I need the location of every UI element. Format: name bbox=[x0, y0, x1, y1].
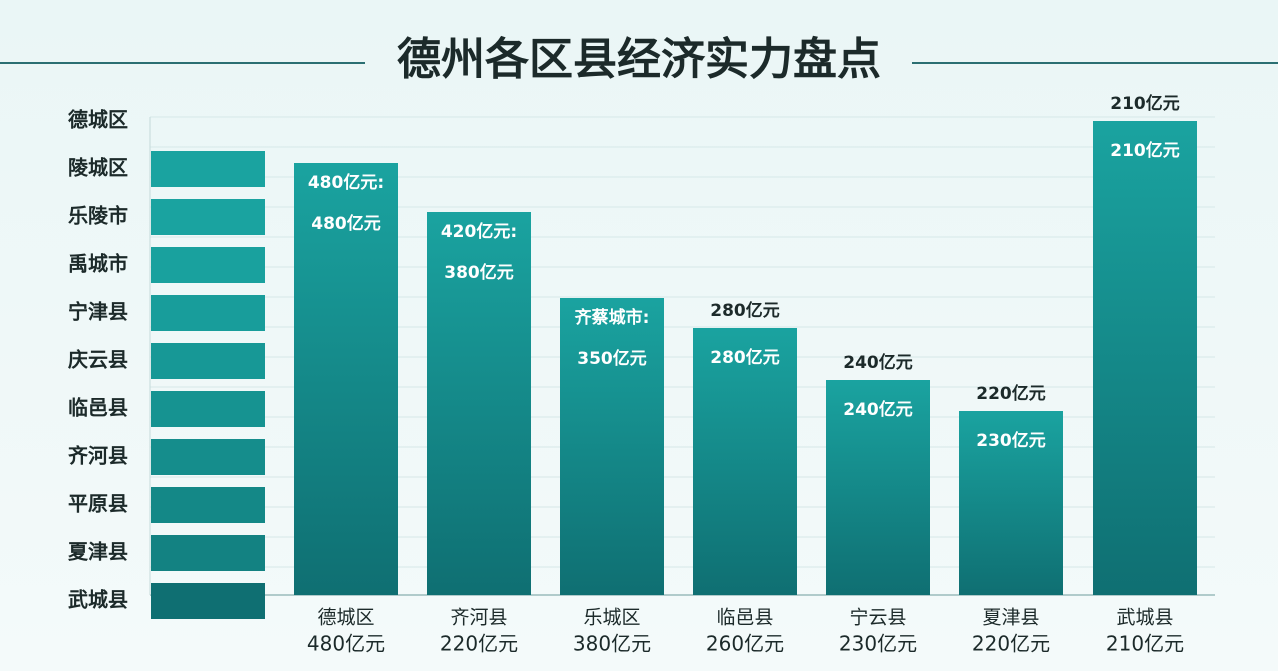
bar bbox=[693, 328, 797, 595]
amount-label: 220亿元 bbox=[972, 632, 1050, 656]
bar-header: 280亿元 bbox=[710, 300, 780, 321]
bar-header: 480亿元: bbox=[308, 172, 384, 193]
row-label: 夏津县 bbox=[68, 540, 128, 564]
row-label: 禹城市 bbox=[68, 252, 128, 276]
row-label: 临邑县 bbox=[68, 396, 128, 420]
bar-inner-label: 380亿元 bbox=[444, 262, 514, 283]
row-label: 德城区 bbox=[68, 108, 128, 132]
row-label: 平原县 bbox=[68, 492, 128, 516]
row-swatch bbox=[151, 151, 265, 187]
category-label: 德城区 bbox=[317, 607, 374, 629]
category-label: 齐河县 bbox=[450, 607, 507, 629]
row-swatch bbox=[151, 583, 265, 619]
row-swatch bbox=[151, 391, 265, 427]
row-label: 武城县 bbox=[68, 588, 128, 612]
bar-header: 240亿元 bbox=[843, 352, 913, 373]
bar bbox=[427, 212, 531, 595]
row-label: 庆云县 bbox=[68, 348, 128, 372]
row-label: 宁津县 bbox=[68, 300, 128, 324]
bar bbox=[560, 298, 664, 595]
category-label: 临邑县 bbox=[716, 607, 773, 629]
category-label: 武城县 bbox=[1116, 607, 1173, 629]
bar-header: 210亿元 bbox=[1110, 93, 1180, 114]
bar bbox=[1093, 121, 1197, 595]
category-label: 夏津县 bbox=[982, 607, 1039, 629]
amount-label: 480亿元 bbox=[307, 632, 385, 656]
bar-inner-label: 350亿元 bbox=[577, 348, 647, 369]
row-swatch bbox=[151, 343, 265, 379]
row-swatch bbox=[151, 247, 265, 283]
bar-inner-label: 280亿元 bbox=[710, 347, 780, 368]
category-label: 宁云县 bbox=[849, 607, 906, 629]
bar-header: 220亿元 bbox=[976, 383, 1046, 404]
bar-inner-label: 230亿元 bbox=[976, 430, 1046, 451]
bar-inner-label: 480亿元 bbox=[311, 213, 381, 234]
row-label: 陵城区 bbox=[68, 156, 128, 180]
row-label: 乐陵市 bbox=[68, 204, 128, 228]
row-swatch bbox=[151, 199, 265, 235]
amount-label: 380亿元 bbox=[573, 632, 651, 656]
bar-header: 齐蔡城市: bbox=[575, 307, 650, 328]
amount-label: 220亿元 bbox=[440, 632, 518, 656]
amount-label: 260亿元 bbox=[706, 632, 784, 656]
bar bbox=[826, 380, 930, 595]
amount-label: 210亿元 bbox=[1106, 632, 1184, 656]
bar bbox=[294, 163, 398, 595]
row-swatch bbox=[151, 487, 265, 523]
row-swatch bbox=[151, 295, 265, 331]
row-label: 齐河县 bbox=[68, 444, 128, 468]
bar-inner-label: 240亿元 bbox=[843, 399, 913, 420]
bar-inner-label: 210亿元 bbox=[1110, 140, 1180, 161]
row-swatch bbox=[151, 535, 265, 571]
bar-header: 420亿元: bbox=[441, 221, 517, 242]
category-label: 乐城区 bbox=[583, 607, 640, 629]
amount-label: 230亿元 bbox=[839, 632, 917, 656]
title: 德州各区县经济实力盘点 bbox=[397, 34, 881, 85]
bar bbox=[959, 411, 1063, 595]
row-swatch bbox=[151, 439, 265, 475]
